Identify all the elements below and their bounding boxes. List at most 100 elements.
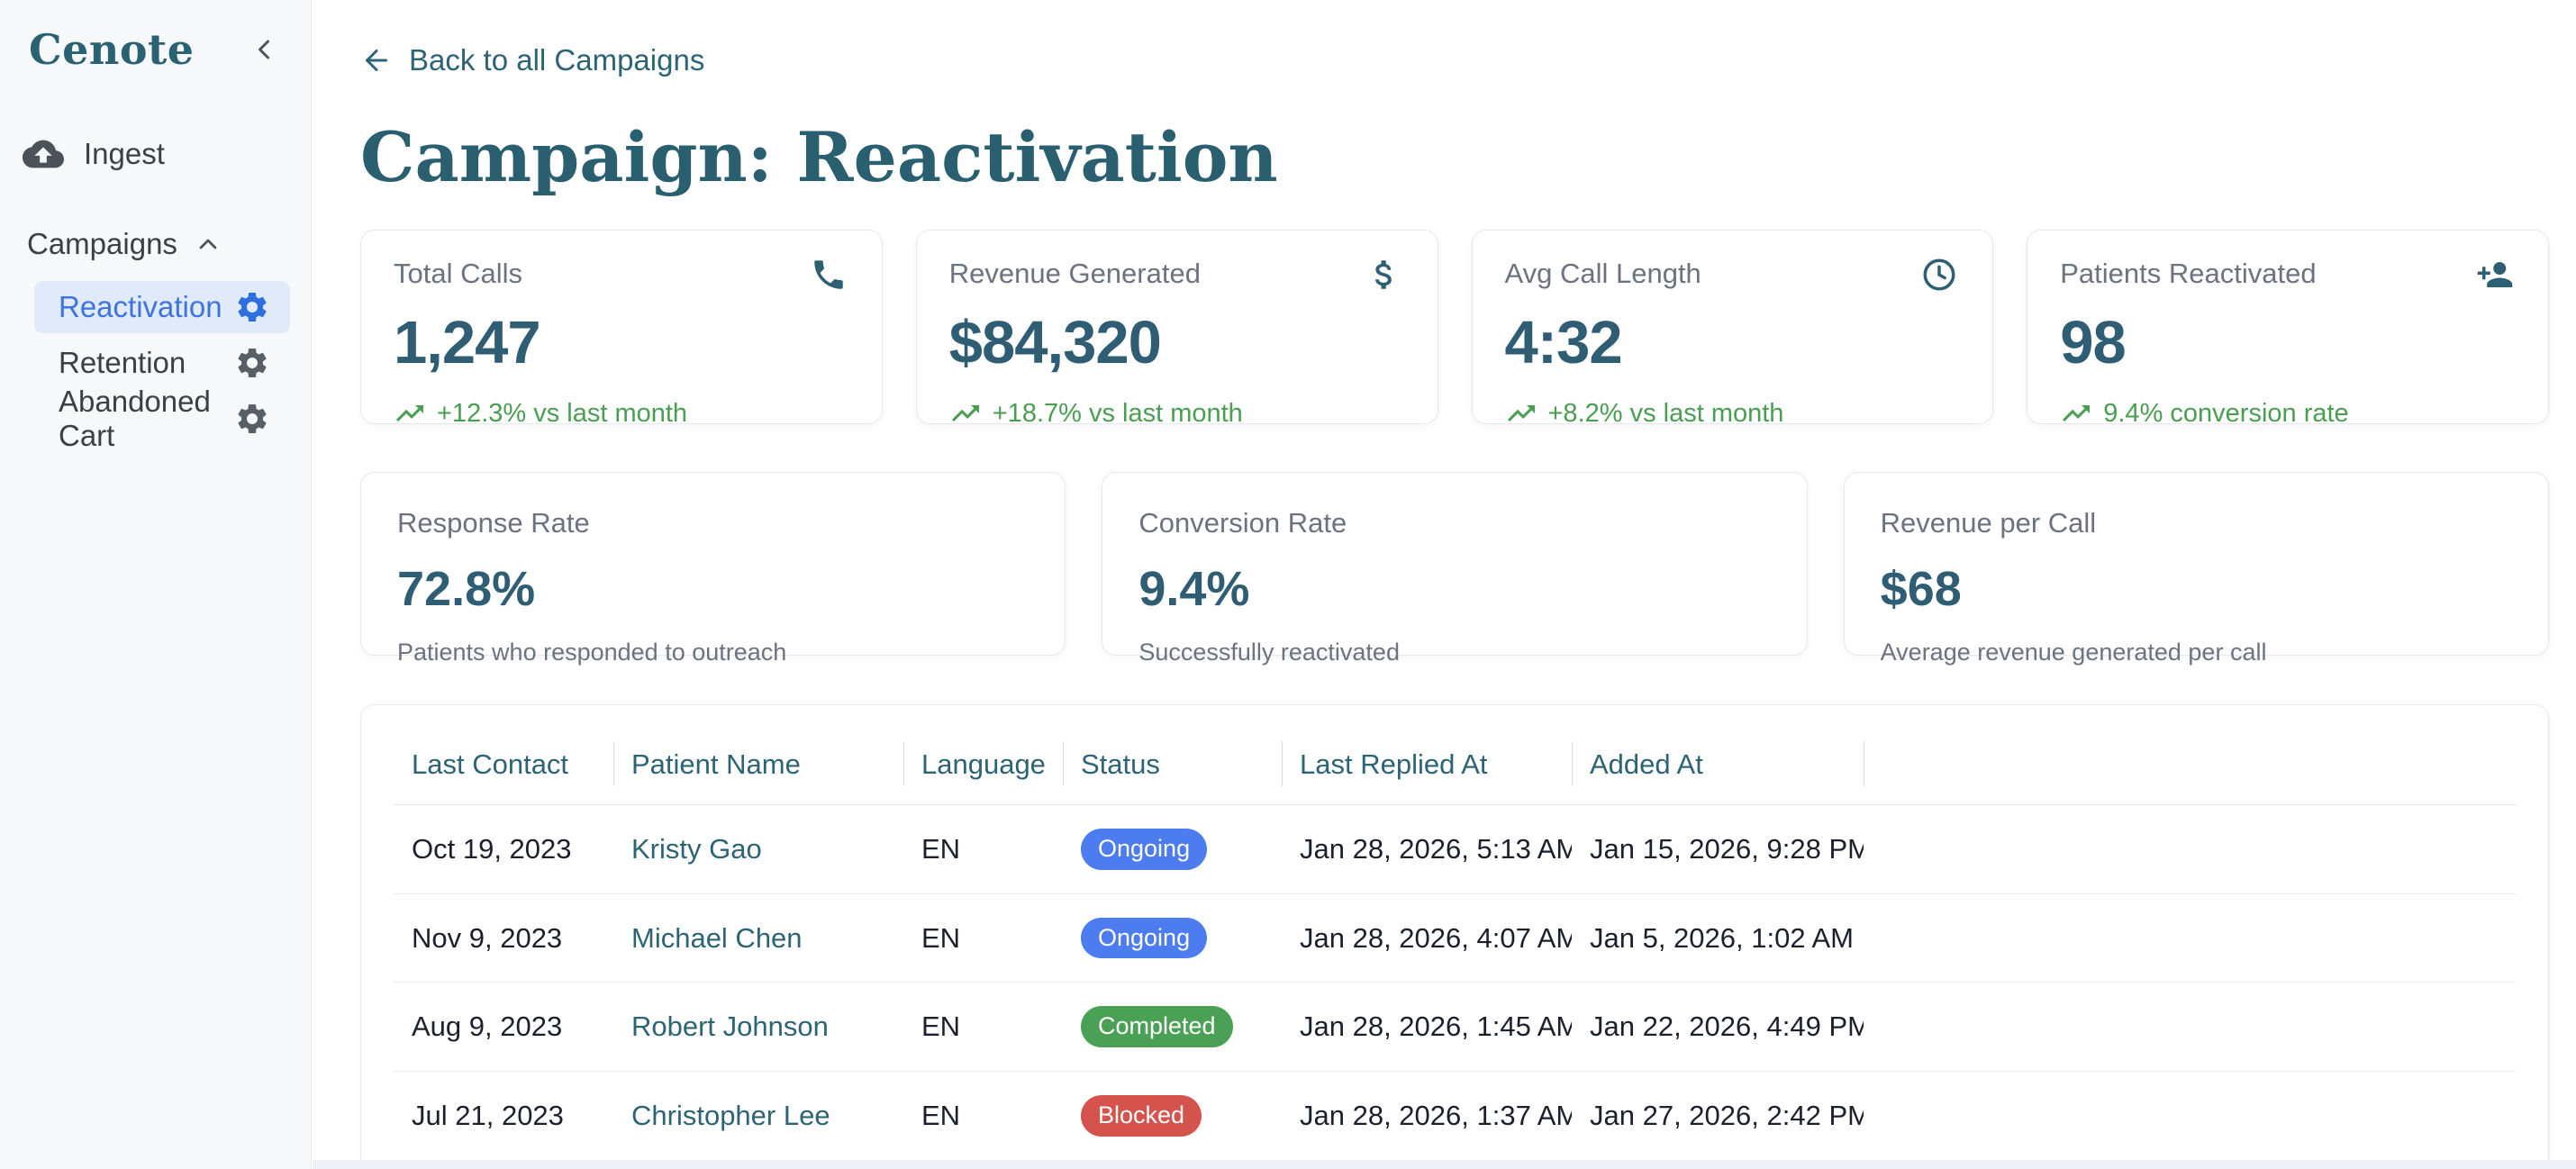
stat-delta: 9.4% conversion rate bbox=[2060, 397, 2516, 430]
app-logo[interactable]: Cenote bbox=[29, 25, 195, 74]
stat-label: Revenue Generated bbox=[948, 258, 1201, 289]
cell-last-replied-at: Jan 28, 2026, 4:07 AM bbox=[1282, 893, 1572, 983]
stat-value: 1,247 bbox=[394, 309, 541, 376]
campaigns-section-toggle[interactable]: Campaigns bbox=[0, 227, 311, 261]
cell-last-contact: Aug 9, 2023 bbox=[394, 982, 613, 1072]
metric-label: Response Rate bbox=[397, 507, 590, 539]
metric-description: Patients who responded to outreach bbox=[397, 639, 787, 666]
cell-language: EN bbox=[903, 982, 1063, 1072]
table-header-row: Last Contact Patient Name Language Statu… bbox=[394, 741, 2516, 805]
campaigns-nav: Reactivation Retention Abandoned Cart bbox=[0, 281, 311, 452]
cell-last-contact: Jul 21, 2023 bbox=[394, 1071, 613, 1161]
column-header-added-at: Added At bbox=[1572, 741, 1864, 805]
cell-empty bbox=[1864, 982, 2516, 1072]
cell-empty bbox=[1864, 893, 2516, 983]
sidebar-item-label: Ingest bbox=[84, 137, 165, 170]
metric-card-response-rate: Response Rate 72.8% Patients who respond… bbox=[360, 472, 1066, 666]
cell-language: EN bbox=[903, 893, 1063, 983]
chevron-up-icon bbox=[194, 230, 222, 258]
table-row: Oct 19, 2023 Kristy Gao EN Ongoing Jan 2… bbox=[394, 804, 2516, 894]
metric-label: Conversion Rate bbox=[1138, 507, 1347, 539]
metric-value: $68 bbox=[1880, 562, 1962, 616]
phone-icon bbox=[810, 256, 848, 298]
cell-added-at: Jan 27, 2026, 2:42 PM bbox=[1572, 1071, 1864, 1161]
arrow-left-icon bbox=[360, 44, 393, 77]
trending-up-icon bbox=[394, 397, 426, 430]
stats-row: Total Calls 1,247 +12.3% vs last month R… bbox=[360, 230, 2549, 428]
stat-value: $84,320 bbox=[948, 309, 1162, 376]
stat-value: 4:32 bbox=[1504, 309, 1623, 376]
patients-table: Last Contact Patient Name Language Statu… bbox=[394, 741, 2516, 1169]
table-row: Jul 21, 2023 Christopher Lee EN Blocked … bbox=[394, 1071, 2516, 1161]
clock-icon bbox=[1920, 256, 1958, 298]
stat-card-revenue-generated: Revenue Generated $84,320 +18.7% vs last… bbox=[915, 230, 1438, 428]
cell-last-contact: Nov 9, 2023 bbox=[394, 893, 613, 983]
stat-card-avg-call-length: Avg Call Length 4:32 +8.2% vs last month bbox=[1471, 230, 1994, 428]
stat-card-patients-reactivated: Patients Reactivated 98 9.4% conversion … bbox=[2027, 230, 2549, 428]
stat-delta-label: 9.4% conversion rate bbox=[2103, 398, 2349, 428]
cell-added-at: Jan 15, 2026, 9:28 PM bbox=[1572, 804, 1864, 894]
stat-label: Avg Call Length bbox=[1504, 258, 1701, 289]
back-link-label: Back to all Campaigns bbox=[409, 43, 705, 77]
sidebar: Cenote Ingest Campaigns Reactivation Ret… bbox=[0, 0, 312, 1169]
column-header-status: Status bbox=[1063, 741, 1282, 805]
column-header-last-contact: Last Contact bbox=[412, 748, 569, 780]
patient-name-link[interactable]: Christopher Lee bbox=[631, 1099, 830, 1131]
stat-delta-label: +18.7% vs last month bbox=[992, 398, 1243, 428]
stat-delta-label: +8.2% vs last month bbox=[1547, 398, 1784, 428]
cell-language: EN bbox=[903, 804, 1063, 894]
cloud-upload-icon bbox=[23, 133, 64, 175]
page-title: Campaign: Reactivation bbox=[360, 117, 1278, 197]
status-badge: Ongoing bbox=[1081, 829, 1208, 870]
cell-last-replied-at: Jan 28, 2026, 1:45 AM bbox=[1282, 982, 1572, 1072]
status-badge: Completed bbox=[1081, 1006, 1233, 1048]
column-header-empty bbox=[1864, 741, 2516, 805]
column-header-patient-name: Patient Name bbox=[613, 741, 903, 805]
metric-value: 9.4% bbox=[1138, 562, 1250, 616]
cell-added-at: Jan 5, 2026, 1:02 AM bbox=[1572, 893, 1864, 983]
main-content: Back to all Campaigns Campaign: Reactiva… bbox=[312, 0, 2576, 1169]
column-header-language: Language bbox=[903, 741, 1063, 805]
cell-added-at: Jan 22, 2026, 4:49 PM bbox=[1572, 982, 1864, 1072]
metrics-row: Response Rate 72.8% Patients who respond… bbox=[360, 472, 2549, 666]
cell-empty bbox=[1864, 804, 2516, 894]
stat-label: Total Calls bbox=[394, 258, 522, 289]
sidebar-item-reactivation[interactable]: Reactivation bbox=[34, 281, 290, 333]
campaigns-label: Campaigns bbox=[27, 227, 177, 260]
table-row: Aug 9, 2023 Robert Johnson EN Completed … bbox=[394, 982, 2516, 1072]
settings-gear-icon[interactable] bbox=[234, 289, 270, 325]
metric-value: 72.8% bbox=[397, 562, 536, 616]
cell-language: EN bbox=[903, 1071, 1063, 1161]
stat-delta: +8.2% vs last month bbox=[1505, 397, 1961, 430]
back-link[interactable]: Back to all Campaigns bbox=[360, 43, 704, 77]
trending-up-icon bbox=[1505, 397, 1537, 430]
sidebar-item-abandoned-cart[interactable]: Abandoned Cart bbox=[34, 385, 290, 452]
stat-label: Patients Reactivated bbox=[2060, 258, 2317, 289]
patient-name-link[interactable]: Robert Johnson bbox=[631, 1010, 829, 1043]
metric-description: Successfully reactivated bbox=[1138, 639, 1400, 666]
settings-gear-icon[interactable] bbox=[234, 401, 270, 437]
patient-name-link[interactable]: Michael Chen bbox=[631, 921, 803, 954]
cell-last-replied-at: Jan 28, 2026, 1:37 AM bbox=[1282, 1071, 1572, 1161]
stat-delta-label: +12.3% vs last month bbox=[437, 398, 688, 428]
sidebar-item-label: Abandoned Cart bbox=[59, 385, 211, 452]
person-add-icon bbox=[2476, 256, 2514, 298]
sidebar-item-retention[interactable]: Retention bbox=[34, 337, 290, 389]
sidebar-item-ingest[interactable]: Ingest bbox=[0, 133, 311, 175]
metric-description: Average revenue generated per call bbox=[1880, 639, 2267, 666]
metric-label: Revenue per Call bbox=[1880, 507, 2097, 539]
settings-gear-icon[interactable] bbox=[234, 345, 270, 381]
dollar-icon bbox=[1365, 256, 1403, 298]
sidebar-item-label: Reactivation bbox=[59, 290, 222, 323]
trending-up-icon bbox=[949, 397, 982, 430]
metric-card-conversion-rate: Conversion Rate 9.4% Successfully reacti… bbox=[1102, 472, 1808, 666]
logo-row: Cenote bbox=[0, 25, 311, 74]
cell-empty bbox=[1864, 1071, 2516, 1161]
sidebar-collapse-button[interactable] bbox=[248, 33, 280, 66]
patient-name-link[interactable]: Kristy Gao bbox=[631, 832, 762, 865]
sidebar-item-label: Retention bbox=[59, 346, 186, 379]
column-header-last-replied-at: Last Replied At bbox=[1282, 741, 1572, 805]
trending-up-icon bbox=[2060, 397, 2092, 430]
stat-delta: +18.7% vs last month bbox=[949, 397, 1405, 430]
chevron-left-icon bbox=[248, 33, 280, 66]
